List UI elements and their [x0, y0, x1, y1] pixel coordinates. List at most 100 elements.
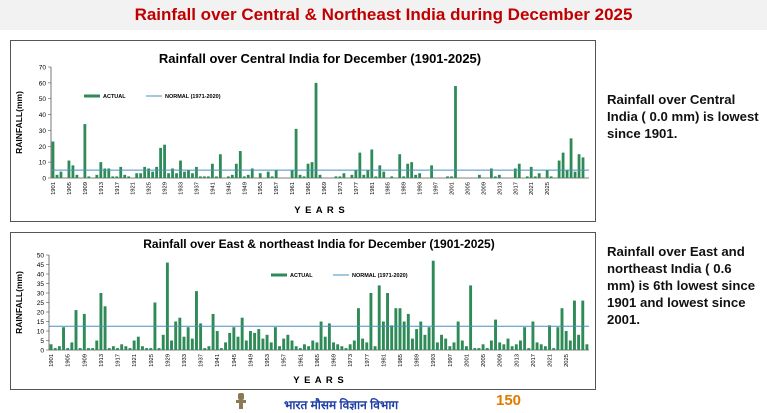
bar-1916 [111, 176, 115, 178]
bar-1935 [190, 338, 194, 350]
central-india-chart: Rainfall over Central India for December… [14, 51, 589, 216]
bar-1928 [159, 147, 162, 178]
bar-2031 [569, 138, 573, 178]
bar-1919 [123, 174, 127, 178]
x-tick-label: 1905 [67, 182, 73, 195]
x-tick-label: 1901 [51, 182, 57, 195]
x-tick-label: 2021 [529, 182, 535, 195]
y-tick-label: 25 [37, 300, 45, 307]
bar-1920 [127, 176, 131, 178]
bar-1959 [290, 340, 294, 350]
bar-1985 [398, 308, 402, 350]
x-tick-label: 2001 [464, 354, 470, 367]
bar-1915 [107, 348, 111, 350]
bar-1996 [430, 165, 433, 178]
bar-1924 [143, 166, 147, 178]
bar-1924 [145, 348, 149, 350]
bar-1989 [402, 176, 406, 178]
bar-1953 [265, 334, 269, 350]
bar-2028 [577, 334, 581, 350]
bar-1933 [179, 160, 182, 178]
x-tick-label: 2005 [465, 182, 471, 195]
bar-1972 [334, 176, 338, 178]
x-tick-label: 1937 [194, 182, 200, 195]
bar-1950 [246, 174, 250, 178]
bar-1986 [390, 176, 394, 178]
bar-1906 [71, 165, 75, 178]
bar-2002 [469, 285, 473, 350]
east-northeast-note: Rainfall over East and northeast India (… [607, 244, 756, 327]
bar-1932 [178, 317, 182, 350]
bar-1923 [139, 173, 143, 178]
bar-1931 [174, 321, 178, 350]
bar-1937 [199, 323, 203, 350]
bar-2003 [473, 348, 477, 350]
bar-2025 [545, 170, 549, 178]
bar-1973 [348, 344, 352, 350]
bar-1990 [406, 163, 410, 178]
x-tick-label: 2021 [548, 354, 554, 367]
x-tick-label: 2013 [497, 182, 503, 195]
bar-1903 [57, 346, 61, 350]
bar-1979 [373, 346, 377, 350]
bar-1961 [290, 170, 294, 178]
x-tick-label: 1961 [290, 182, 296, 195]
footer: भारत मौसम विज्ञान विभाग 150 [0, 392, 767, 412]
x-tick-label: 1941 [215, 354, 221, 367]
bar-1990 [419, 321, 423, 350]
bar-1976 [361, 338, 365, 350]
x-tick-label: 1921 [131, 182, 137, 195]
bar-1983 [390, 325, 394, 350]
bar-1961 [298, 348, 302, 350]
legend-actual-label: ACTUAL [290, 273, 313, 279]
bar-1976 [350, 174, 354, 178]
bar-1966 [319, 321, 323, 350]
y-tick-label: 20 [37, 310, 45, 317]
bar-2004 [477, 348, 481, 350]
bar-1950 [253, 332, 257, 350]
x-tick-label: 1977 [365, 354, 371, 367]
bar-1903 [59, 171, 63, 178]
east-northeast-chart: Rainfall over East & northeast India for… [14, 237, 589, 386]
x-tick-label: 1949 [248, 354, 254, 367]
y-tick-label: 50 [37, 253, 45, 260]
x-tick-label: 1929 [165, 354, 171, 367]
bar-1938 [203, 348, 207, 350]
bar-2007 [489, 340, 493, 350]
bar-2025 [564, 331, 568, 350]
bar-1977 [365, 342, 369, 350]
bar-2002 [454, 86, 457, 178]
bar-1935 [187, 170, 190, 178]
bar-1978 [358, 152, 362, 178]
bar-1926 [151, 171, 155, 178]
bar-1981 [381, 321, 385, 350]
bar-1997 [448, 346, 452, 350]
bar-2028 [557, 160, 561, 178]
bar-1934 [186, 327, 190, 350]
bar-2022 [552, 348, 556, 350]
x-tick-label: 1913 [99, 182, 105, 195]
y-tick-label: 0 [40, 348, 44, 355]
x-tick-label: 1981 [381, 354, 387, 367]
bar-1930 [167, 173, 170, 178]
x-tick-label: 1905 [66, 354, 72, 367]
y-tick-label: 5 [40, 338, 44, 345]
x-tick-label: 1985 [386, 182, 392, 195]
bar-1989 [415, 329, 419, 350]
bar-1905 [67, 160, 71, 178]
bar-1925 [147, 168, 151, 178]
x-tick-label: 1933 [179, 182, 185, 195]
bar-1955 [273, 327, 277, 350]
bar-1902 [55, 174, 59, 178]
chart-title: Rainfall over Central India for December… [159, 51, 481, 66]
bar-2026 [568, 340, 572, 350]
bar-1984 [394, 308, 398, 350]
bar-1967 [314, 82, 318, 178]
bar-2023 [556, 327, 560, 350]
bar-2030 [565, 170, 569, 178]
x-tick-label: 2009 [498, 354, 504, 367]
y-tick-label: 40 [39, 112, 47, 119]
y-tick-label: 20 [39, 144, 47, 151]
bar-2009 [498, 342, 502, 350]
bar-2010 [502, 344, 506, 350]
